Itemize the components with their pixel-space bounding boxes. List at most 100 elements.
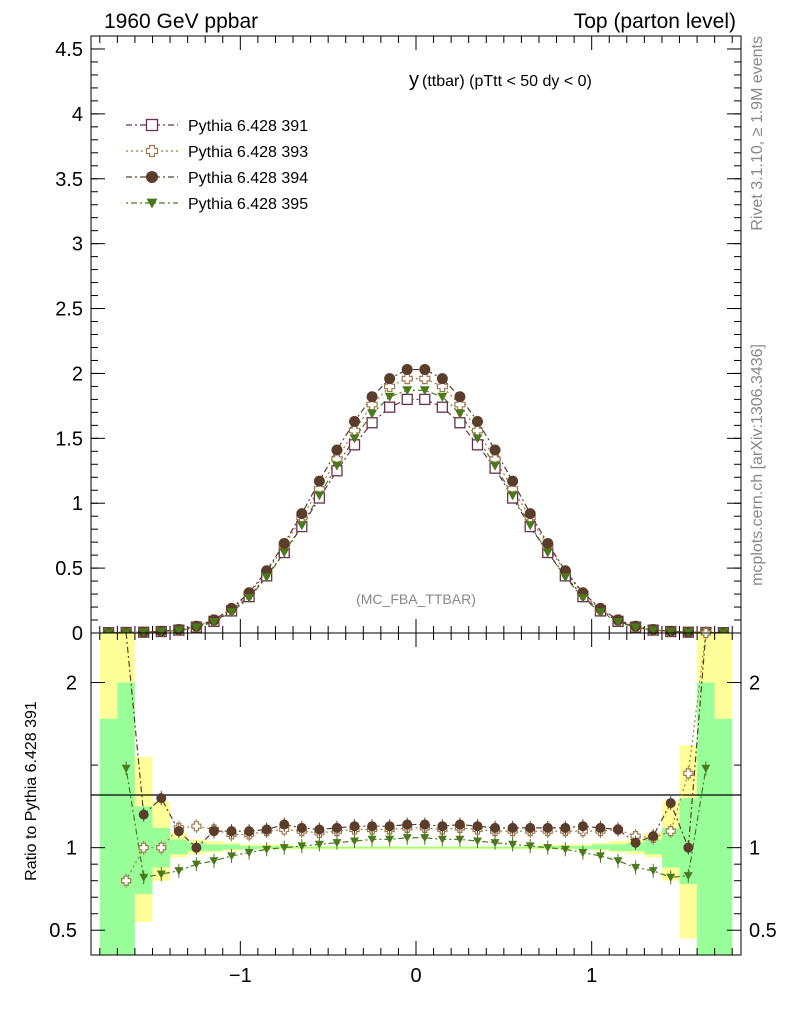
- data-point: [366, 398, 378, 411]
- band-green: [697, 682, 715, 955]
- data-point: [420, 834, 430, 843]
- data-point: [683, 842, 694, 853]
- main-y-tick-label: 3: [72, 234, 83, 256]
- data-point: [367, 821, 378, 832]
- data-point: [145, 144, 159, 158]
- data-point: [296, 508, 308, 520]
- data-point: [560, 573, 571, 583]
- data-point: [454, 391, 466, 403]
- data-point: [683, 768, 694, 779]
- data-point: [314, 491, 325, 501]
- band-green: [433, 846, 452, 849]
- data-point: [384, 373, 396, 385]
- data-point: [665, 826, 676, 837]
- data-point: [665, 798, 676, 809]
- data-point: [490, 461, 501, 471]
- data-point: [454, 398, 466, 411]
- data-point: [367, 835, 377, 844]
- data-point: [332, 839, 342, 848]
- data-point: [226, 608, 237, 618]
- data-point: [366, 391, 378, 403]
- band-green: [609, 844, 627, 851]
- ratio-series-group: [121, 626, 711, 888]
- band-green: [380, 846, 399, 849]
- data-point: [401, 373, 413, 385]
- data-point: [577, 593, 588, 603]
- data-point: [191, 821, 202, 832]
- data-point: [454, 819, 465, 830]
- band-green: [205, 844, 223, 851]
- data-point: [436, 373, 448, 385]
- data-point: [384, 392, 395, 402]
- band-green: [591, 844, 610, 850]
- data-point: [490, 839, 500, 848]
- band-green: [99, 718, 118, 955]
- data-point: [279, 548, 290, 558]
- data-point: [156, 842, 167, 853]
- data-point: [578, 849, 588, 858]
- data-point: [227, 852, 237, 861]
- data-point: [314, 824, 325, 835]
- data-point: [648, 831, 659, 842]
- data-point: [278, 537, 290, 549]
- data-point: [297, 842, 307, 851]
- data-point: [419, 819, 430, 830]
- main-y-axis: 0 0.5 1 1.5 2 2.5 3 3.5 4 4.5: [55, 39, 741, 645]
- data-point: [331, 822, 342, 833]
- data-point: [701, 764, 711, 773]
- data-point: [630, 837, 641, 848]
- ratio-series-line: [125, 632, 707, 881]
- data-point: [683, 872, 693, 881]
- data-point: [173, 626, 184, 636]
- data-point: [367, 409, 378, 419]
- data-point: [525, 842, 535, 851]
- data-point: [630, 623, 641, 633]
- data-point: [401, 393, 413, 406]
- data-point: [191, 623, 202, 633]
- data-point: [121, 764, 131, 773]
- main-y-tick-label: 0.5: [55, 558, 83, 580]
- data-point: [331, 444, 343, 456]
- data-point: [156, 627, 167, 637]
- data-point: [419, 373, 431, 385]
- ratio-y-tick-label: 0.5: [49, 920, 77, 942]
- data-point: [226, 826, 237, 837]
- data-point: [384, 821, 395, 832]
- data-point: [296, 521, 307, 531]
- data-point: [208, 826, 219, 837]
- data-point: [577, 821, 588, 832]
- data-point: [455, 835, 465, 844]
- data-point: [156, 793, 167, 804]
- data-point: [419, 364, 431, 376]
- main-x-axis: [99, 36, 733, 633]
- data-point: [349, 821, 360, 832]
- mcplots-label: mcplots.cern.ch [arXiv:1306.3436]: [749, 344, 766, 586]
- data-point: [244, 593, 255, 603]
- legend: Pythia 6.428 391 Pythia 6.428 393 Pythia 6…: [126, 118, 308, 213]
- data-point: [543, 844, 553, 853]
- ratio-y-tick-label-right: 2: [749, 673, 760, 695]
- main-plot-panel: 0 0.5 1 1.5 2 2.5 3 3.5 4 4.5 y (ttbar) (pTtt < 5…: [55, 35, 742, 645]
- data-point: [402, 819, 413, 830]
- data-point: [349, 434, 360, 444]
- data-point: [666, 873, 676, 882]
- main-y-tick-label: 4: [72, 104, 83, 126]
- data-point: [454, 409, 465, 419]
- data-point: [507, 491, 518, 501]
- main-y-tick-label: 2: [72, 363, 83, 385]
- x-tick-label: 1: [586, 965, 597, 987]
- data-point: [472, 837, 482, 846]
- data-point: [350, 837, 360, 846]
- data-point: [542, 822, 553, 833]
- data-point: [156, 870, 166, 879]
- legend-label: Pythia 6.428 395: [188, 196, 308, 213]
- main-y-tick-label: 0: [72, 623, 83, 645]
- header-energy-label: 1960 GeV ppbar: [104, 10, 258, 33]
- data-point: [385, 835, 395, 844]
- data-point: [471, 415, 483, 427]
- ratio-plot-frame: [90, 632, 742, 956]
- legend-label: Pythia 6.428 393: [188, 144, 308, 161]
- data-point: [145, 118, 159, 132]
- data-point: [244, 849, 254, 858]
